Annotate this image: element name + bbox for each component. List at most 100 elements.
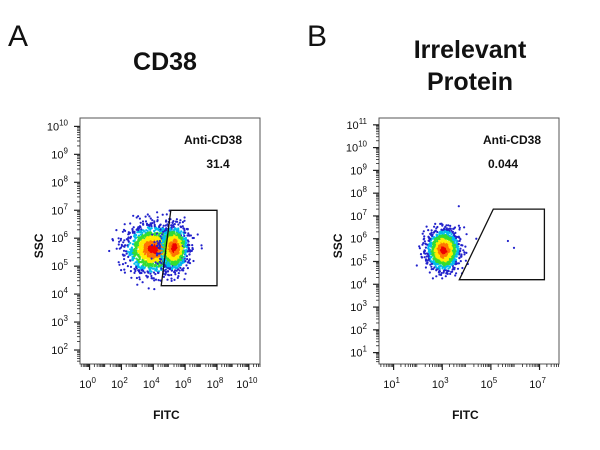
event-dot (150, 266, 153, 269)
event-dot (452, 245, 455, 248)
event-dot (122, 245, 126, 248)
event-dot (450, 233, 453, 236)
event-dot (462, 249, 465, 252)
event-dot (463, 253, 466, 256)
event-dot (147, 287, 150, 290)
event-dot (455, 239, 458, 242)
event-dot (450, 251, 453, 254)
gate-polygon (458, 208, 546, 281)
event-dot (431, 277, 434, 280)
panel-b-title-line-1: Irrelevant (413, 36, 527, 64)
event-dot (136, 231, 139, 234)
event-dot (424, 258, 428, 261)
event-dot (442, 271, 445, 274)
event-dot (458, 236, 461, 239)
event-dot (450, 253, 453, 256)
event-dot (435, 275, 438, 278)
event-dot (448, 246, 452, 249)
event-dot (426, 262, 429, 265)
event-dot (430, 265, 433, 268)
event-dot (442, 239, 445, 242)
event-dot (135, 276, 138, 280)
event-dot (444, 275, 447, 278)
event-dot (153, 288, 156, 291)
event-dot (170, 269, 173, 272)
event-dot (437, 271, 440, 274)
event-dot (449, 256, 452, 259)
event-dot (149, 272, 152, 275)
event-dot (123, 223, 126, 226)
event-dot (166, 278, 169, 281)
event-dot (188, 262, 192, 265)
event-dot (433, 245, 436, 248)
event-dot (420, 255, 423, 258)
event-dot (435, 227, 438, 230)
event-dot (424, 266, 427, 269)
event-dot (449, 242, 452, 245)
event-dot (438, 231, 441, 234)
event-dot (441, 277, 444, 280)
event-dot (135, 216, 138, 219)
event-dot (506, 239, 510, 243)
y-tick-label: 106 (350, 231, 367, 246)
event-dot (132, 226, 135, 229)
y-tick-label: 104 (350, 276, 367, 291)
event-dot (459, 260, 462, 263)
event-dot (129, 259, 132, 262)
event-dot (449, 260, 452, 263)
event-dot (424, 246, 427, 249)
event-dot (141, 235, 144, 238)
event-dot (423, 235, 426, 238)
event-dot (433, 266, 436, 269)
event-dot (434, 239, 437, 243)
event-dot (128, 232, 131, 235)
x-tick-label: 101 (383, 376, 400, 391)
event-dot (454, 263, 457, 266)
event-dot (421, 232, 424, 235)
panel-label-b: B (307, 20, 328, 53)
gate-percent: 0.044 (488, 157, 518, 171)
y-axis-label: SSC (32, 233, 46, 258)
event-dot (131, 231, 134, 234)
gate-label: Anti-CD38 (483, 133, 541, 147)
event-dot (426, 243, 429, 246)
event-dot (422, 230, 425, 233)
minor-ticks-a (77, 127, 261, 367)
event-dot (446, 261, 449, 264)
event-dot (443, 262, 447, 265)
event-dot (449, 224, 452, 227)
panel-label-a: A (8, 20, 29, 53)
event-dot (162, 224, 165, 227)
event-dot (448, 237, 451, 240)
event-dot (133, 262, 136, 265)
event-dot (439, 252, 442, 255)
event-dot (174, 273, 177, 276)
panel-b-title: Irrelevant Protein (395, 34, 545, 98)
event-dot (475, 237, 478, 240)
event-dot (183, 234, 186, 237)
event-dot (438, 267, 441, 271)
event-dot (436, 263, 439, 266)
event-dot (121, 263, 125, 266)
event-dot (449, 272, 452, 275)
event-dot (443, 236, 446, 239)
event-dot (457, 262, 461, 265)
event-dot (436, 244, 439, 248)
event-dot (446, 272, 449, 275)
event-dot (150, 277, 153, 280)
event-dot (415, 264, 418, 267)
event-dot (453, 253, 456, 256)
event-dot (430, 262, 434, 265)
y-tick-label: 102 (350, 322, 367, 337)
event-dot (433, 263, 436, 266)
event-dot (179, 266, 182, 269)
event-dot (440, 254, 443, 257)
event-dot (124, 250, 128, 253)
event-dot (429, 252, 432, 255)
event-dot (456, 252, 459, 255)
event-dot (178, 269, 181, 272)
event-dot (123, 239, 126, 242)
event-dot (443, 250, 446, 253)
event-dot (122, 249, 126, 252)
event-dot (512, 246, 516, 249)
